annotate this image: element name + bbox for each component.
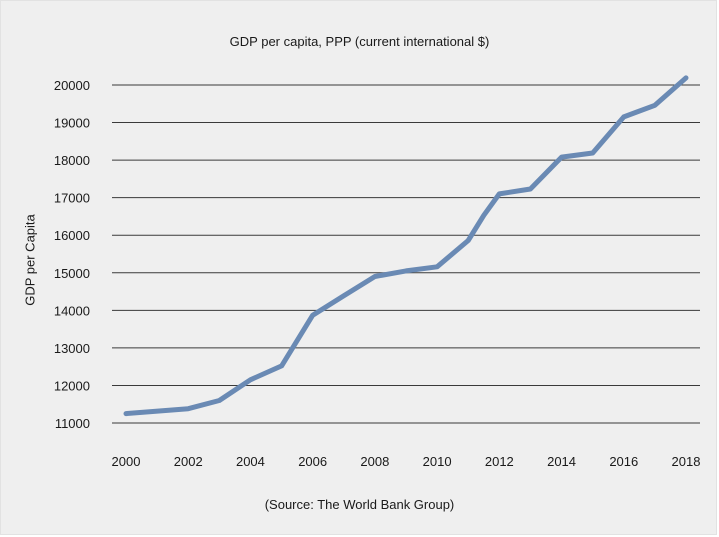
y-tick-label: 12000 bbox=[54, 378, 90, 393]
x-tick-label: 2000 bbox=[112, 454, 141, 469]
x-tick-label: 2006 bbox=[298, 454, 327, 469]
x-tick-label: 2010 bbox=[423, 454, 452, 469]
x-tick-label: 2018 bbox=[672, 454, 701, 469]
y-tick-label: 19000 bbox=[54, 116, 90, 131]
series-line-0 bbox=[123, 75, 689, 417]
y-tick-label: 18000 bbox=[54, 153, 90, 168]
x-tick-label: 2008 bbox=[360, 454, 389, 469]
y-tick-label: 11000 bbox=[55, 416, 90, 431]
y-tick-label: 20000 bbox=[54, 78, 90, 93]
x-tick-label: 2014 bbox=[547, 454, 576, 469]
y-tick-label: 13000 bbox=[54, 341, 90, 356]
y-tick-label: 17000 bbox=[54, 191, 90, 206]
y-tick-label: 16000 bbox=[54, 228, 90, 243]
chart-source: (Source: The World Bank Group) bbox=[264, 497, 455, 512]
x-tick-label: 2002 bbox=[174, 454, 203, 469]
chart-title: GDP per capita, PPP (current internation… bbox=[229, 34, 490, 49]
y-tick-label: 15000 bbox=[54, 266, 90, 281]
x-tick-label: 2012 bbox=[485, 454, 514, 469]
x-tick-label: 2016 bbox=[609, 454, 638, 469]
x-tick-label: 2004 bbox=[236, 454, 265, 469]
y-tick-label: 14000 bbox=[54, 303, 90, 318]
